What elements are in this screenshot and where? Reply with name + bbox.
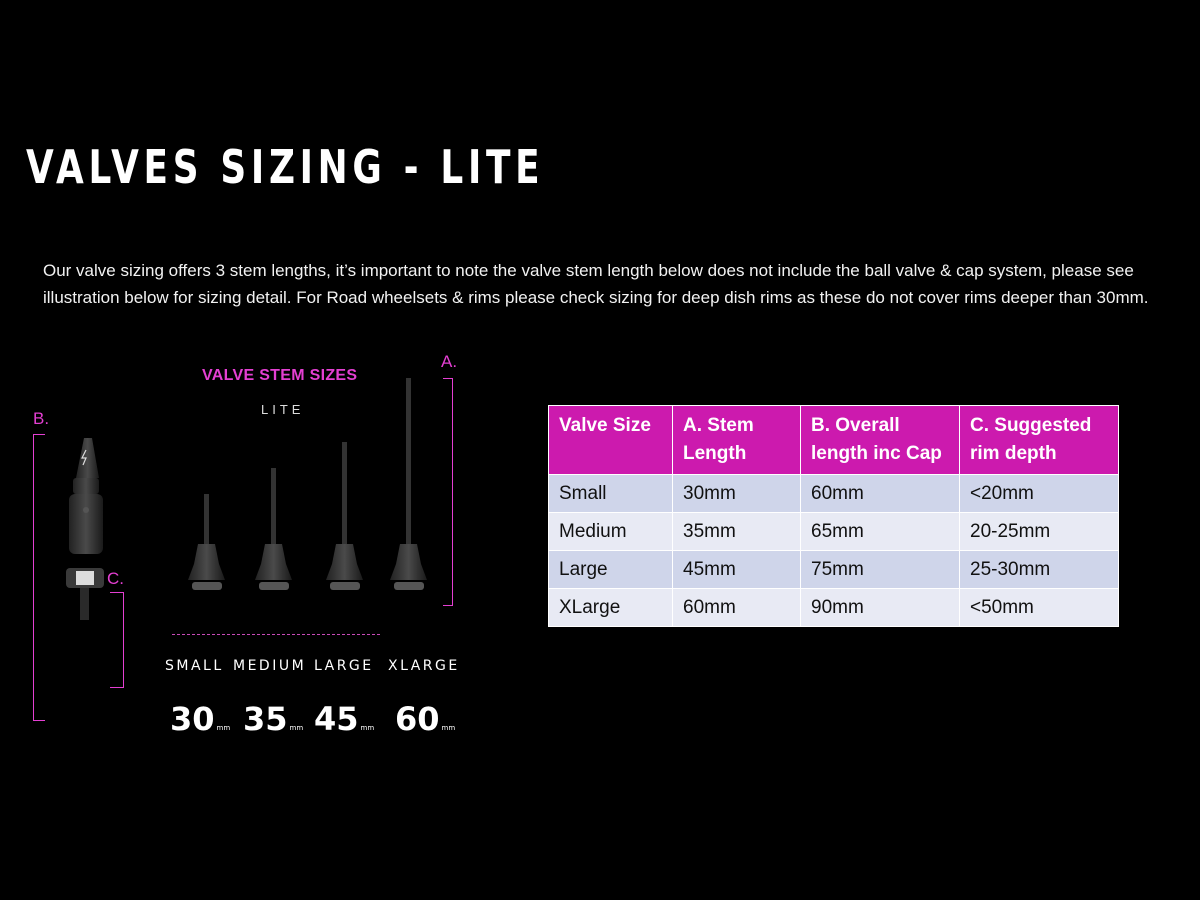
bracket-b [33,434,45,721]
table-cell: Large [548,550,673,589]
illustration-heading: VALVE STEM SIZES [202,367,358,384]
stem-large-icon [326,442,363,590]
table-cell: 90mm [800,588,960,627]
illustration-subheading: LITE [261,402,305,417]
table-cell: 35mm [672,512,801,551]
bracket-c [110,592,124,688]
table-row: Small 30mm 60mm <20mm [548,474,1119,513]
marker-c: C. [107,569,124,588]
stem-medium-icon [255,468,292,590]
table-header: A. Stem Length [672,405,801,475]
table-cell: 45mm [672,550,801,589]
baseline-divider [172,634,380,635]
stem-small-icon [188,494,225,590]
size-value-large: 45 mm [314,700,375,738]
table-cell: Small [548,474,673,513]
table-cell: Medium [548,512,673,551]
table-cell: 20-25mm [959,512,1119,551]
size-value-medium: 35 mm [243,700,304,738]
marker-a: A. [441,352,458,371]
size-label-medium: MEDIUM [233,658,307,674]
size-label-small: SMALL [165,658,224,674]
page-title: VALVES SIZING - LITE [26,140,545,194]
full-valve-icon [66,438,104,620]
table-row: Medium 35mm 65mm 20-25mm [548,512,1119,551]
size-value-xlarge: 60 mm [395,700,456,738]
table-cell: 75mm [800,550,960,589]
table-header-row: Valve Size A. Stem Length B. Overall len… [548,405,1119,475]
table-header: B. Overall length inc Cap [800,405,960,475]
size-label-xlarge: XLARGE [388,658,460,674]
table-cell: 65mm [800,512,960,551]
table-cell: 60mm [672,588,801,627]
table-header: C. Suggested rim depth [959,405,1119,475]
table-cell: <20mm [959,474,1119,513]
table-row: Large 45mm 75mm 25-30mm [548,550,1119,589]
table-cell: XLarge [548,588,673,627]
stem-xlarge-icon [390,378,427,590]
size-value-small: 30 mm [170,700,231,738]
table-cell: 30mm [672,474,801,513]
table-cell: 25-30mm [959,550,1119,589]
table-header: Valve Size [548,405,673,475]
table-cell: 60mm [800,474,960,513]
valve-images [66,378,427,620]
marker-b: B. [33,409,50,428]
table-row: XLarge 60mm 90mm <50mm [548,588,1119,627]
valve-size-table: Valve Size A. Stem Length B. Overall len… [548,405,1119,627]
table-cell: <50mm [959,588,1119,627]
bracket-a [443,378,453,606]
size-label-large: LARGE [314,658,374,674]
intro-paragraph: Our valve sizing offers 3 stem lengths, … [43,261,1149,307]
